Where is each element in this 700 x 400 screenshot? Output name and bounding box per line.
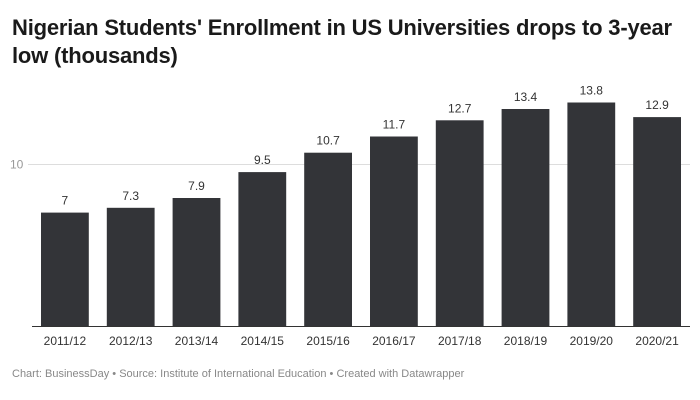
chart-footer: Chart: BusinessDay • Source: Institute o…: [12, 368, 464, 380]
value-label: 7.9: [188, 179, 205, 193]
value-label: 7: [62, 194, 69, 208]
footer-chart-prefix: Chart:: [12, 368, 46, 380]
value-label-layer: 7 7.3 7.9 9.5 10.7 11.7 12.7 13.4 13.8 12.9: [62, 84, 670, 208]
footer-created-with: Created with Datawrapper: [336, 368, 465, 380]
bar: [106, 207, 155, 326]
y-tick-label: 10: [10, 158, 24, 172]
x-axis: 2011/12 2012/13 2013/14 2014/15 2015/16 2016/…: [32, 326, 690, 348]
bar: [435, 120, 484, 326]
value-label: 12.9: [645, 98, 669, 112]
x-tick-label: 2013/14: [175, 334, 219, 348]
x-tick-label: 2014/15: [241, 334, 285, 348]
x-tick-label: 2015/16: [306, 334, 350, 348]
x-tick-label: 2012/13: [109, 334, 153, 348]
x-tick-label: 2019/20: [570, 334, 614, 348]
value-label: 7.3: [122, 189, 139, 203]
footer-chart-by: BusinessDay: [45, 368, 110, 380]
x-tick-label: 2020/21: [635, 334, 679, 348]
value-label: 9.5: [254, 153, 271, 167]
bar-layer: [41, 102, 681, 326]
bar: [370, 136, 418, 326]
bar: [304, 152, 352, 326]
bar: [172, 198, 221, 326]
footer-separator: •: [109, 368, 120, 380]
x-tick-label: 2016/17: [372, 334, 416, 348]
footer-source-prefix: Source:: [119, 368, 161, 380]
value-label: 13.4: [514, 90, 538, 104]
bar: [501, 109, 550, 326]
value-label: 13.8: [580, 84, 604, 98]
footer-source: Institute of International Education: [160, 368, 327, 380]
bar: [633, 117, 681, 326]
value-label: 12.7: [448, 101, 472, 115]
value-label: 11.7: [383, 118, 406, 132]
bar: [238, 172, 287, 326]
x-tick-label: 2011/12: [44, 334, 87, 348]
x-tick-label: 2018/19: [504, 334, 548, 348]
bar: [41, 212, 89, 326]
bar: [567, 102, 616, 326]
footer-separator: •: [326, 368, 337, 380]
value-label: 10.7: [316, 134, 340, 148]
x-tick-label: 2017/18: [438, 334, 482, 348]
chart-title: Nigerian Students' Enrollment in US Univ…: [12, 15, 672, 68]
